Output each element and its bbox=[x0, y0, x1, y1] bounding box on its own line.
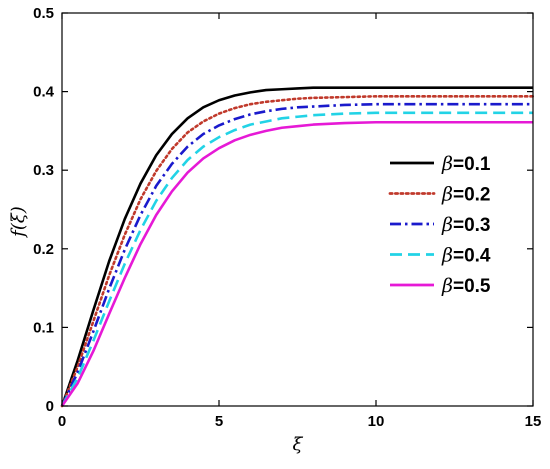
series-line-4 bbox=[60, 111, 533, 407]
y-tick-label-0: 0 bbox=[46, 398, 54, 415]
axes: 0 5 10 15 0 0.1 0.2 0.3 0.4 0.5 ξ f(ξ) bbox=[8, 5, 541, 455]
y-tick-label-3: 0.3 bbox=[33, 162, 54, 179]
x-tick-label-0: 0 bbox=[58, 413, 66, 430]
plot-area bbox=[62, 13, 533, 406]
legend-symbol-3: β bbox=[441, 214, 453, 236]
x-tick-label-2: 10 bbox=[368, 413, 385, 430]
y-axis-label: f(ξ) bbox=[8, 206, 29, 239]
legend: β=0.1β=0.2β=0.3β=0.4β=0.5 bbox=[388, 153, 491, 297]
plot-background bbox=[62, 13, 533, 406]
legend-symbol-1: β bbox=[441, 153, 453, 175]
series-line-5 bbox=[60, 120, 533, 407]
legend-label-4: β=0.4 bbox=[441, 245, 491, 267]
legend-label-3: β=0.3 bbox=[441, 214, 491, 236]
series-line-1 bbox=[60, 86, 533, 407]
legend-value-5: =0.5 bbox=[453, 276, 491, 297]
series-lines bbox=[60, 86, 535, 408]
legend-label-5: β=0.5 bbox=[441, 275, 491, 297]
legend-value-2: =0.2 bbox=[453, 185, 491, 206]
y-tick-label-1: 0.1 bbox=[33, 319, 54, 336]
y-tick-label-2: 0.2 bbox=[33, 241, 54, 258]
legend-value-4: =0.4 bbox=[453, 246, 491, 267]
axes-frame bbox=[61, 12, 534, 407]
legend-symbol-5: β bbox=[441, 275, 453, 297]
legend-value-1: =0.1 bbox=[453, 154, 491, 175]
legend-symbol-2: β bbox=[441, 184, 453, 206]
series-line-3 bbox=[60, 102, 533, 407]
legend-symbol-4: β bbox=[441, 245, 453, 267]
y-tick-label-4: 0.4 bbox=[33, 84, 55, 101]
y-tick-label-5: 0.5 bbox=[33, 5, 54, 22]
x-tick-label-3: 15 bbox=[525, 413, 542, 430]
legend-label-2: β=0.2 bbox=[441, 184, 491, 206]
legend-value-3: =0.3 bbox=[453, 215, 491, 236]
x-axis-label: ξ bbox=[293, 434, 304, 455]
series-line-2 bbox=[60, 95, 535, 408]
legend-label-1: β=0.1 bbox=[441, 153, 491, 175]
x-tick-label-1: 5 bbox=[215, 413, 223, 430]
